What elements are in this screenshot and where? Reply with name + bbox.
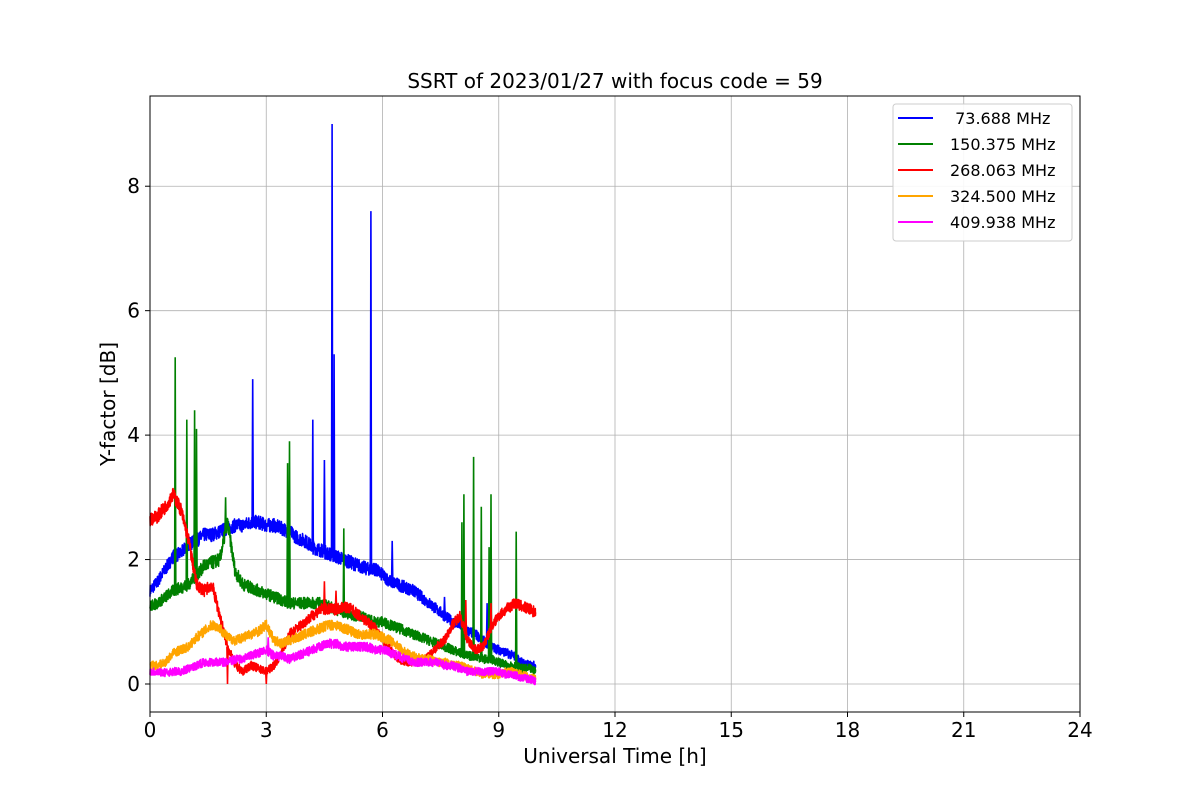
- series-73_688-mhz-spike: [311, 419, 315, 548]
- series-150_375-mhz-spike: [288, 441, 291, 604]
- series-73_688-mhz-spike: [485, 603, 489, 644]
- series-268_063-mhz-spike: [226, 646, 229, 685]
- series-150_375-mhz-spike: [185, 419, 189, 586]
- series-73_688-mhz-spike: [251, 379, 255, 523]
- series-150_375-mhz-spike: [193, 410, 196, 578]
- x-tick-label: 12: [602, 718, 627, 742]
- series-layer: [149, 123, 537, 686]
- series-268_063-mhz-spike: [464, 599, 468, 635]
- x-tick-label: 0: [144, 718, 157, 742]
- x-axis-label: Universal Time [h]: [523, 744, 706, 768]
- series-268_063-mhz-spike: [264, 671, 268, 685]
- x-tick-label: 15: [719, 718, 744, 742]
- series-150_375-mhz-spike: [460, 522, 464, 654]
- y-tick-label: 8: [127, 174, 140, 198]
- legend-label: 409.938 MHz: [950, 213, 1055, 232]
- y-tick-label: 0: [127, 672, 140, 696]
- y-axis-label: Y-factor [dB]: [96, 342, 120, 467]
- series-268_063-mhz-spike: [323, 581, 326, 610]
- series-150_375-mhz-spike: [489, 494, 493, 660]
- x-tick-label: 24: [1067, 718, 1092, 742]
- series-268_063-mhz-spike: [334, 590, 338, 610]
- legend-label: 150.375 MHz: [950, 135, 1055, 154]
- series-150_375-mhz-spike: [462, 494, 466, 655]
- series-150_375-mhz-spike: [479, 506, 483, 659]
- series-150_375-mhz-spike: [514, 531, 518, 667]
- series-73_688-mhz-spike: [390, 540, 394, 583]
- series-409_938-mhz-spike: [266, 637, 270, 652]
- series-268_063-mhz-spike: [489, 603, 493, 629]
- x-tick-label: 21: [951, 718, 976, 742]
- legend-label: 73.688 MHz: [950, 109, 1050, 128]
- x-tick-label: 18: [835, 718, 860, 742]
- x-tick-label: 9: [492, 718, 505, 742]
- series-150_375-mhz-spike: [195, 428, 198, 576]
- series-409_938-mhz-line: [149, 638, 537, 686]
- series-150_375-mhz-spike: [487, 547, 491, 660]
- series-73_688-mhz-spike: [330, 123, 334, 555]
- x-tick-label: 3: [260, 718, 273, 742]
- y-tick-label: 6: [127, 299, 140, 323]
- legend: 73.688 MHz 150.375 MHz 268.063 MHz 324.500 …: [892, 103, 1073, 242]
- plot-area: [149, 95, 1081, 713]
- series-150_375-mhz-spike: [472, 456, 475, 657]
- series-73_688-mhz-spike: [332, 354, 336, 556]
- x-tick-label: 6: [376, 718, 389, 742]
- y-tick-label: 2: [127, 548, 140, 572]
- y-axis: 0 2 4 6 8: [127, 174, 150, 696]
- series-150_375-mhz-spike: [173, 357, 177, 590]
- legend-label: 324.500 MHz: [950, 187, 1055, 206]
- y-tick-label: 4: [127, 423, 140, 447]
- series-73_688-mhz-spike: [323, 459, 326, 552]
- series-268_063-mhz-line: [149, 487, 537, 676]
- legend-box: [892, 103, 1073, 242]
- x-axis: 0 3 6 9 12 15 18 21 24: [144, 712, 1093, 742]
- series-150_375-mhz-spike: [286, 463, 289, 603]
- series-150_375-mhz-spike: [342, 528, 346, 613]
- series-150_375-mhz-spike: [224, 497, 227, 532]
- chart-title: SSRT of 2023/01/27 with focus code = 59: [407, 69, 822, 93]
- series-73_688-mhz-spike: [443, 596, 446, 616]
- legend-label: 268.063 MHz: [950, 161, 1055, 180]
- series-73_688-mhz-spike: [369, 211, 373, 569]
